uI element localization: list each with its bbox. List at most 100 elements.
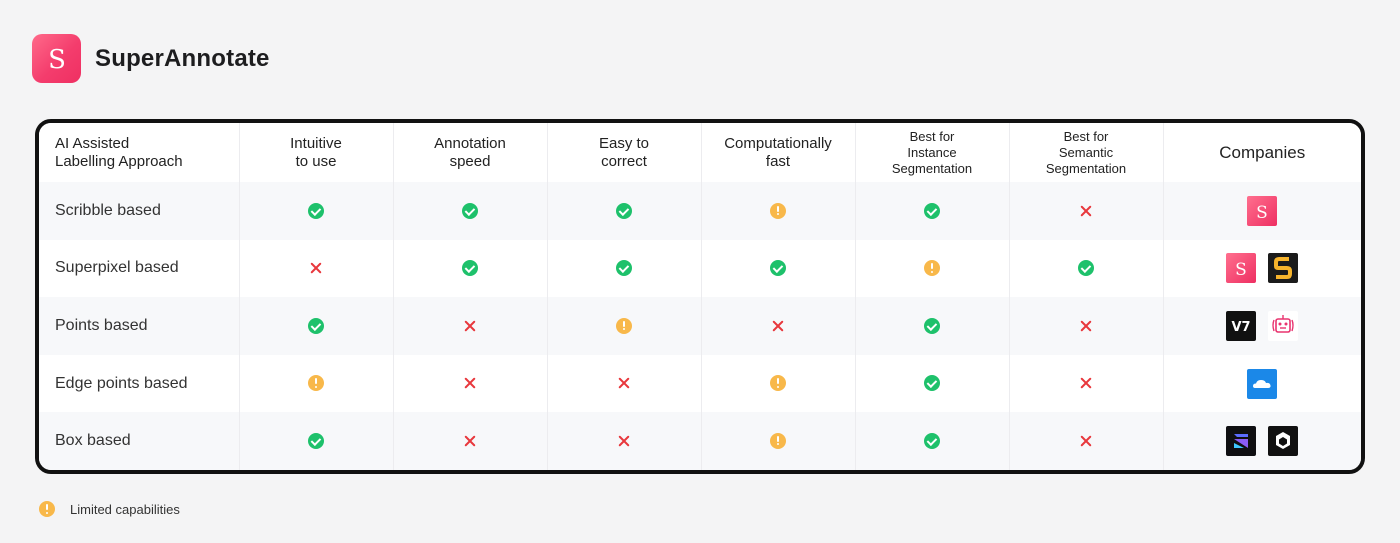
rating-cell: [1009, 239, 1164, 298]
rating-cell: [393, 412, 548, 470]
cross-icon: [462, 375, 478, 391]
row-label: Points based: [39, 297, 240, 355]
check-icon: [308, 432, 324, 449]
rating-cell: [855, 182, 1010, 240]
table-row: Box based: [39, 412, 1361, 470]
rating-cell: [855, 412, 1010, 470]
brand-header: S SuperAnnotate: [32, 34, 270, 83]
companies-cell: V7: [1163, 297, 1361, 355]
table-row: Points based V7: [39, 297, 1361, 355]
rating-cell: [701, 297, 856, 355]
cross-icon: [616, 433, 632, 449]
table-row: Superpixel based S: [39, 239, 1361, 298]
companies-cell: S: [1163, 182, 1361, 240]
check-icon: [1078, 260, 1094, 277]
svg-text:S: S: [1235, 260, 1247, 280]
row-label: Edge points based: [39, 354, 240, 413]
rating-cell: [393, 182, 548, 240]
cross-icon: [308, 260, 324, 276]
rating-cell: [701, 354, 856, 413]
rating-cell: [855, 297, 1010, 355]
comparison-table: AI Assisted Labelling Approach Intuitive…: [39, 123, 1361, 470]
rating-cell: [1009, 354, 1164, 413]
header-speed: Annotation speed: [393, 123, 548, 182]
limited-icon: [770, 432, 786, 449]
legend: Limited capabilities: [39, 501, 180, 517]
svg-text:S: S: [48, 45, 66, 74]
limited-icon: [308, 375, 324, 392]
header-intuitive: Intuitive to use: [239, 123, 394, 182]
svg-text:S: S: [1256, 203, 1268, 223]
rating-cell: [393, 239, 548, 298]
superannotate-logo-icon: S: [1226, 253, 1257, 284]
check-icon: [924, 202, 940, 219]
rating-cell: [701, 239, 856, 298]
header-correct: Easy to correct: [547, 123, 702, 182]
rating-cell: [855, 354, 1010, 413]
cross-icon: [1078, 203, 1094, 219]
rating-cell: [239, 412, 394, 470]
rating-cell: [239, 354, 394, 413]
rating-cell: [701, 412, 856, 470]
header-instance: Best for Instance Segmentation: [855, 123, 1010, 182]
rating-cell: [1009, 412, 1164, 470]
limited-icon: [616, 317, 632, 334]
companies-cell: S: [1163, 240, 1361, 298]
rating-cell: [239, 239, 394, 298]
check-icon: [924, 317, 940, 334]
table-row: Edge points based: [39, 354, 1361, 413]
cube-logo-icon: [1268, 426, 1299, 457]
rating-cell: [393, 354, 548, 413]
rating-cell: [1009, 297, 1164, 355]
arrow-logo-icon: [1226, 426, 1257, 457]
cross-icon: [1078, 318, 1094, 334]
rating-cell: [701, 182, 856, 240]
superannotate-logo-icon: S: [1247, 195, 1278, 226]
row-label: Scribble based: [39, 182, 240, 240]
cross-icon: [1078, 433, 1094, 449]
rating-cell: [547, 297, 702, 355]
supervisely-logo-icon: [1268, 253, 1299, 284]
brand-name: SuperAnnotate: [95, 44, 270, 72]
limited-icon: [39, 501, 55, 517]
rating-cell: [393, 297, 548, 355]
cloud-logo-icon: [1247, 368, 1278, 399]
rating-cell: [547, 239, 702, 298]
companies-cell: [1163, 412, 1361, 470]
rating-cell: [1009, 182, 1164, 240]
limited-icon: [924, 260, 940, 277]
check-icon: [616, 260, 632, 277]
rating-cell: [239, 182, 394, 240]
check-icon: [770, 260, 786, 277]
limited-icon: [770, 202, 786, 219]
check-icon: [462, 202, 478, 219]
check-icon: [462, 260, 478, 277]
header-semantic: Best for Semantic Segmentation: [1009, 123, 1164, 182]
v7-logo-icon: V7: [1226, 310, 1257, 341]
row-label: Box based: [39, 412, 240, 470]
header-row: AI Assisted Labelling Approach Intuitive…: [39, 123, 1361, 182]
limited-icon: [770, 375, 786, 392]
superannotate-logo-icon: S: [32, 34, 81, 83]
cross-icon: [1078, 375, 1094, 391]
check-icon: [308, 317, 324, 334]
rating-cell: [855, 239, 1010, 298]
comparison-table-card: AI Assisted Labelling Approach Intuitive…: [35, 119, 1365, 474]
legend-label: Limited capabilities: [70, 501, 180, 517]
rating-cell: [547, 182, 702, 240]
row-label: Superpixel based: [39, 239, 240, 298]
cross-icon: [462, 433, 478, 449]
rating-cell: [239, 297, 394, 355]
companies-cell: [1163, 355, 1361, 413]
check-icon: [924, 375, 940, 392]
svg-text:V7: V7: [1232, 320, 1251, 335]
robot-logo-icon: [1268, 310, 1299, 341]
cross-icon: [770, 318, 786, 334]
header-companies: Companies: [1163, 123, 1361, 182]
header-fast: Computationally fast: [701, 123, 856, 182]
check-icon: [308, 202, 324, 219]
rating-cell: [547, 354, 702, 413]
rating-cell: [547, 412, 702, 470]
header-approach: AI Assisted Labelling Approach: [39, 123, 240, 182]
cross-icon: [616, 375, 632, 391]
